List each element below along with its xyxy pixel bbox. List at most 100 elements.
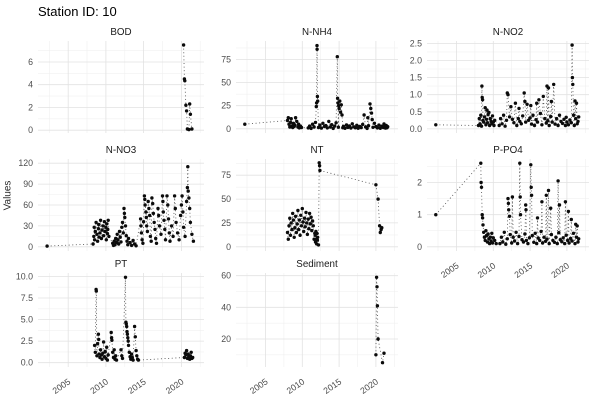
- data-point: [121, 231, 126, 235]
- data-point: [557, 113, 562, 117]
- data-point: [365, 126, 369, 131]
- x-tick-label: 2020: [164, 376, 186, 395]
- data-point: [291, 211, 295, 216]
- data-point: [512, 121, 516, 125]
- data-point: [577, 237, 581, 241]
- data-point: [97, 337, 101, 342]
- y-tick-label: 25: [221, 101, 231, 111]
- data-point: [492, 123, 496, 128]
- data-point: [361, 122, 365, 127]
- data-point: [549, 114, 553, 119]
- y-tick-label: 60: [221, 271, 231, 281]
- data-point: [481, 223, 485, 227]
- x-tick-label: 2005: [439, 260, 461, 279]
- data-point: [502, 230, 506, 234]
- data-point: [101, 234, 106, 238]
- data-point: [517, 234, 521, 239]
- data-point: [557, 203, 562, 207]
- data-point: [316, 243, 321, 247]
- data-point: [167, 231, 171, 235]
- panel-pt: 0.0 2.5 5.0 7.5 10.0 PT 2005 2010 2015 2020: [16, 259, 204, 396]
- data-point: [525, 102, 529, 107]
- data-point: [149, 239, 153, 243]
- data-point: [493, 238, 497, 243]
- data-point: [97, 222, 101, 227]
- data-point: [123, 215, 127, 220]
- data-point: [477, 116, 481, 121]
- data-point: [143, 203, 147, 207]
- data-point: [166, 217, 171, 221]
- data-point: [317, 161, 321, 165]
- data-point: [491, 236, 495, 240]
- data-point: [537, 98, 541, 102]
- data-point: [134, 348, 138, 353]
- data-point: [153, 227, 157, 232]
- data-point: [547, 241, 551, 246]
- y-tick-label: 2.0: [410, 56, 422, 66]
- data-point: [510, 195, 515, 199]
- data-point: [374, 353, 378, 357]
- y-tick-label: 50: [221, 78, 231, 88]
- data-point: [556, 123, 560, 128]
- data-point: [172, 194, 177, 198]
- data-point: [504, 118, 509, 123]
- data-point: [523, 232, 527, 236]
- connector-dotted-line: [375, 277, 385, 363]
- data-point: [337, 106, 341, 111]
- data-point: [524, 238, 529, 243]
- x-tick-label: 2020: [549, 260, 571, 279]
- facet-title: BOD: [110, 27, 131, 38]
- data-point: [338, 110, 343, 114]
- data-point: [330, 123, 334, 127]
- data-point: [529, 163, 533, 167]
- data-point: [148, 213, 152, 218]
- data-point: [106, 218, 110, 222]
- data-point: [316, 99, 320, 103]
- facet-title: Sediment: [296, 259, 338, 270]
- data-point: [115, 232, 119, 236]
- data-point: [185, 185, 190, 190]
- data-point: [498, 116, 503, 121]
- data-point: [561, 236, 565, 240]
- data-point: [563, 123, 568, 128]
- data-point: [506, 93, 510, 97]
- data-point: [521, 240, 526, 244]
- data-point: [294, 230, 299, 235]
- data-point: [506, 201, 511, 206]
- data-point: [136, 358, 141, 362]
- data-point: [533, 231, 537, 235]
- data-point: [138, 217, 143, 221]
- data-point: [120, 354, 124, 358]
- data-point: [480, 84, 484, 88]
- y-tick-label: 75: [221, 170, 231, 180]
- data-point: [141, 241, 145, 245]
- data-point: [487, 241, 492, 246]
- connector-dotted-line: [244, 45, 389, 130]
- data-point: [325, 126, 329, 130]
- data-point: [289, 117, 293, 121]
- data-point: [501, 240, 505, 244]
- data-point: [319, 126, 324, 130]
- data-point: [368, 102, 372, 106]
- data-point: [188, 220, 193, 225]
- y-tick-label: 0: [417, 242, 422, 252]
- data-point: [183, 79, 187, 83]
- data-point: [141, 220, 146, 224]
- data-point: [186, 189, 190, 193]
- data-point: [532, 123, 537, 128]
- data-point: [518, 195, 522, 199]
- data-point: [190, 127, 194, 131]
- data-point: [177, 238, 181, 242]
- x-tick-label: 2010: [88, 376, 110, 395]
- data-point: [568, 236, 573, 241]
- data-point: [299, 125, 304, 130]
- data-point: [378, 230, 382, 235]
- data-point: [542, 235, 546, 239]
- data-point: [571, 113, 576, 117]
- y-tick-label: 0.0: [21, 358, 33, 368]
- data-point: [311, 224, 315, 228]
- data-point: [98, 348, 103, 352]
- data-point: [369, 111, 374, 115]
- data-point: [335, 55, 339, 59]
- data-point: [293, 123, 297, 127]
